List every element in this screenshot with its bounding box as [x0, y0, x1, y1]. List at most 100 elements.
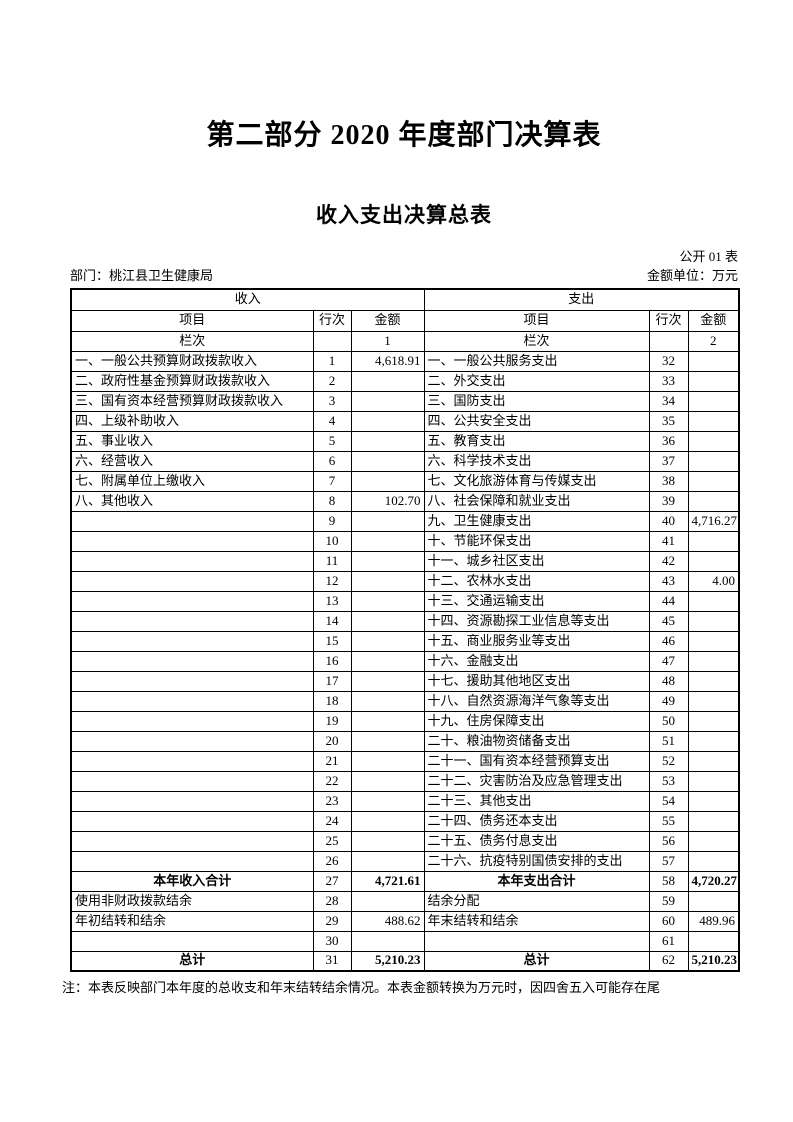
income-amount-cell: [350, 550, 425, 572]
table-row: 23 二十三、其他支出 54: [70, 790, 740, 812]
table-row: 10 十、节能环保支出 41: [70, 530, 740, 552]
income-item-cell: 四、上级补助收入: [70, 410, 314, 432]
expense-lane-rowno: [648, 330, 689, 352]
income-rowno-cell: 25: [312, 830, 352, 852]
expense-amount-cell: [687, 490, 740, 512]
expense-amount-cell: [687, 470, 740, 492]
expense-amount-cell: 4,720.27: [687, 870, 740, 892]
income-rowno-cell: 6: [312, 450, 352, 472]
income-item-cell: [70, 550, 314, 572]
expense-rowno-cell: 32: [648, 350, 689, 372]
expense-amount-cell: 5,210.23: [687, 950, 740, 972]
expense-item-cell: 十一、城乡社区支出: [423, 550, 650, 572]
income-item-cell: 六、经营收入: [70, 450, 314, 472]
income-amount-cell: [350, 510, 425, 532]
expense-amount-cell: 489.96: [687, 910, 740, 932]
income-amount-cell: [350, 370, 425, 392]
expense-amount-cell: [687, 750, 740, 772]
income-item-cell: 五、事业收入: [70, 430, 314, 452]
expense-item-cell: 三、国防支出: [423, 390, 650, 412]
table-row: 一、一般公共预算财政拨款收入 1 4,618.91 一、一般公共服务支出 32: [70, 350, 740, 372]
expense-amount-cell: [687, 790, 740, 812]
income-amount-cell: [350, 530, 425, 552]
table-row: 22 二十二、灾害防治及应急管理支出 53: [70, 770, 740, 792]
income-amount-cell: [350, 670, 425, 692]
expense-rowno-cell: 35: [648, 410, 689, 432]
income-lane-number: 1: [350, 330, 425, 352]
table-row: 五、事业收入 5 五、教育支出 36: [70, 430, 740, 452]
expense-rowno-cell: 33: [648, 370, 689, 392]
expense-item-cell: 十七、援助其他地区支出: [423, 670, 650, 692]
expense-rowno-cell: 42: [648, 550, 689, 572]
income-amount-cell: [350, 790, 425, 812]
income-rowno-cell: 20: [312, 730, 352, 752]
table-row: 26 二十六、抗疫特别国债安排的支出 57: [70, 850, 740, 872]
expense-rowno-cell: 51: [648, 730, 689, 752]
expense-item-cell: 二十四、债务还本支出: [423, 810, 650, 832]
expense-item-cell: 十八、自然资源海洋气象等支出: [423, 690, 650, 712]
table-code: 公开 01 表: [679, 249, 738, 264]
income-rowno-cell: 15: [312, 630, 352, 652]
income-rowno-cell: 5: [312, 430, 352, 452]
income-rowno-cell: 26: [312, 850, 352, 872]
expense-item-cell: 十二、农林水支出: [423, 570, 650, 592]
expense-rowno-cell: 41: [648, 530, 689, 552]
expense-item-cell: 十、节能环保支出: [423, 530, 650, 552]
income-amount-cell: 4,618.91: [350, 350, 425, 372]
income-item-cell: 一、一般公共预算财政拨款收入: [70, 350, 314, 372]
income-item-cell: [70, 650, 314, 672]
table-body: 一、一般公共预算财政拨款收入 1 4,618.91 一、一般公共服务支出 32 二、政府性…: [70, 350, 740, 972]
income-rowno-cell: 2: [312, 370, 352, 392]
income-item-cell: [70, 750, 314, 772]
expense-item-cell: 五、教育支出: [423, 430, 650, 452]
table-row: 四、上级补助收入 4 四、公共安全支出 35: [70, 410, 740, 432]
expense-amount-cell: [687, 770, 740, 792]
income-item-cell: [70, 570, 314, 592]
expense-amount-cell: [687, 590, 740, 612]
income-item-cell: [70, 610, 314, 632]
income-item-cell: [70, 930, 314, 952]
expense-amount-cell: [687, 690, 740, 712]
income-rowno-cell: 16: [312, 650, 352, 672]
income-amount-cell: [350, 930, 425, 952]
expense-amount-cell: [687, 710, 740, 732]
income-item-cell: [70, 670, 314, 692]
expense-rowno-header: 行次: [648, 309, 689, 332]
expense-rowno-cell: 56: [648, 830, 689, 852]
table-row: 三、国有资本经营预算财政拨款收入 3 三、国防支出 34: [70, 390, 740, 412]
table-row: 本年收入合计 27 4,721.61 本年支出合计 58 4,720.27: [70, 870, 740, 892]
table-row: 17 十七、援助其他地区支出 48: [70, 670, 740, 692]
expense-item-cell: 七、文化旅游体育与传媒支出: [423, 470, 650, 492]
income-rowno-cell: 30: [312, 930, 352, 952]
expense-section-header: 支出: [423, 288, 740, 311]
expense-amount-cell: 4,716.27: [687, 510, 740, 532]
meta-line: 部门：桃江县卫生健康局 金额单位：万元: [70, 267, 738, 284]
income-amount-cell: [350, 770, 425, 792]
income-amount-cell: [350, 610, 425, 632]
expense-rowno-cell: 47: [648, 650, 689, 672]
income-lane-label: 栏次: [70, 330, 314, 352]
expense-rowno-cell: 55: [648, 810, 689, 832]
income-amount-cell: [350, 690, 425, 712]
income-amount-cell: [350, 810, 425, 832]
expense-rowno-cell: 54: [648, 790, 689, 812]
column-header-row: 项目 行次 金额 项目 行次 金额: [70, 309, 740, 332]
table-row: 六、经营收入 6 六、科学技术支出 37: [70, 450, 740, 472]
table-note: 注：本表反映部门本年度的总收支和年末结转结余情况。本表金额转换为万元时，因四舍五…: [62, 980, 661, 995]
income-rowno-cell: 4: [312, 410, 352, 432]
income-item-header: 项目: [70, 309, 314, 332]
income-item-cell: [70, 730, 314, 752]
expense-rowno-cell: 57: [648, 850, 689, 872]
expense-rowno-cell: 40: [648, 510, 689, 532]
expense-rowno-cell: 45: [648, 610, 689, 632]
income-rowno-cell: 9: [312, 510, 352, 532]
expense-item-cell: 二十五、债务付息支出: [423, 830, 650, 852]
income-item-cell: [70, 830, 314, 852]
income-item-cell: [70, 850, 314, 872]
section-header-row: 收入 支出: [70, 288, 740, 311]
table-title: 收入支出决算总表: [316, 203, 492, 227]
income-item-cell: [70, 590, 314, 612]
expense-item-cell: 六、科学技术支出: [423, 450, 650, 472]
expense-lane-number: 2: [687, 330, 740, 352]
